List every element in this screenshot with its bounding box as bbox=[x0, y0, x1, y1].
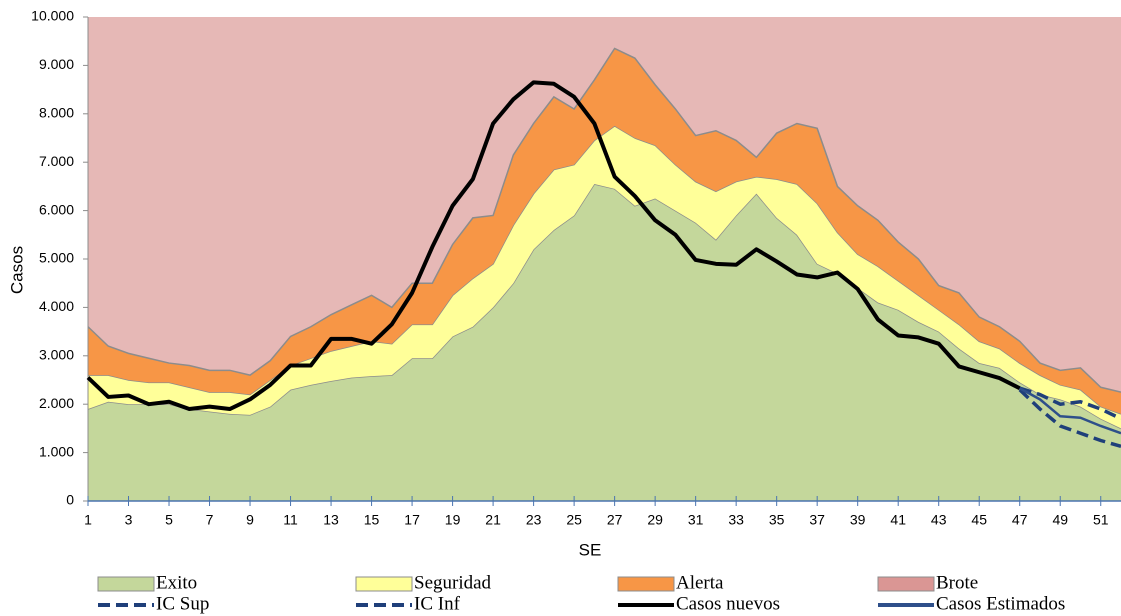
y-tick-label: 0 bbox=[66, 492, 74, 508]
legend-label: Casos Estimados bbox=[936, 593, 1065, 614]
legend-swatch bbox=[97, 576, 155, 592]
line-series bbox=[1018, 388, 1121, 448]
x-tick-label: 11 bbox=[283, 512, 298, 528]
x-tick-label: 43 bbox=[931, 512, 947, 528]
x-tick-label: 19 bbox=[445, 512, 461, 528]
x-tick-label: 41 bbox=[890, 512, 906, 528]
x-tick-label: 27 bbox=[607, 512, 623, 528]
x-tick-label: 15 bbox=[364, 512, 380, 528]
area-alerta bbox=[88, 48, 1121, 414]
legend-label: Alerta bbox=[676, 572, 724, 593]
y-tick-label: 2.000 bbox=[39, 395, 74, 411]
legend-label: IC Inf bbox=[414, 593, 461, 614]
x-tick-label: 33 bbox=[728, 512, 744, 528]
x-tick-label: 47 bbox=[1012, 512, 1028, 528]
legend-label: Casos nuevos bbox=[676, 593, 780, 614]
y-tick-label: 8.000 bbox=[39, 105, 74, 121]
y-tick-label: 7.000 bbox=[39, 153, 74, 169]
x-axis-label: SE bbox=[579, 540, 602, 559]
y-tick-label: 6.000 bbox=[39, 201, 74, 217]
x-tick-label: 39 bbox=[850, 512, 866, 528]
x-tick-label: 23 bbox=[526, 512, 542, 528]
legend-label: IC Sup bbox=[156, 593, 209, 614]
x-tick-label: 51 bbox=[1093, 512, 1109, 528]
legend-swatch bbox=[877, 576, 935, 592]
legend-swatch bbox=[617, 576, 675, 592]
x-tick-label: 13 bbox=[323, 512, 339, 528]
y-axis-label: Casos bbox=[7, 246, 26, 294]
legend-label: Brote bbox=[936, 572, 978, 593]
line-series bbox=[1019, 387, 1121, 435]
legend-swatch bbox=[355, 576, 413, 592]
x-tick-label: 9 bbox=[246, 512, 254, 528]
y-tick-label: 10.000 bbox=[31, 8, 74, 24]
x-tick-label: 17 bbox=[404, 512, 420, 528]
area-edge bbox=[87, 47, 1121, 393]
x-tick-label: 37 bbox=[809, 512, 825, 528]
x-tick-label: 49 bbox=[1052, 512, 1068, 528]
legend-label: Exito bbox=[156, 572, 197, 593]
y-tick-label: 3.000 bbox=[39, 347, 74, 363]
x-tick-label: 31 bbox=[688, 512, 704, 528]
y-tick-label: 4.000 bbox=[39, 298, 74, 314]
x-tick-label: 3 bbox=[125, 512, 133, 528]
x-tick-label: 35 bbox=[769, 512, 785, 528]
y-tick-label: 5.000 bbox=[39, 250, 74, 266]
x-tick-label: 1 bbox=[84, 512, 92, 528]
x-tick-label: 29 bbox=[647, 512, 663, 528]
x-tick-label: 7 bbox=[206, 512, 214, 528]
y-tick-label: 9.000 bbox=[39, 56, 74, 72]
x-tick-label: 21 bbox=[485, 512, 501, 528]
area-seguridad bbox=[88, 125, 1121, 429]
x-tick-label: 25 bbox=[566, 512, 582, 528]
line-series bbox=[86, 80, 1021, 412]
y-tick-label: 1.000 bbox=[39, 443, 74, 459]
area-exito bbox=[88, 183, 1121, 502]
x-tick-label: 5 bbox=[165, 512, 173, 528]
legend-label: Seguridad bbox=[414, 572, 492, 593]
x-tick-label: 45 bbox=[971, 512, 987, 528]
